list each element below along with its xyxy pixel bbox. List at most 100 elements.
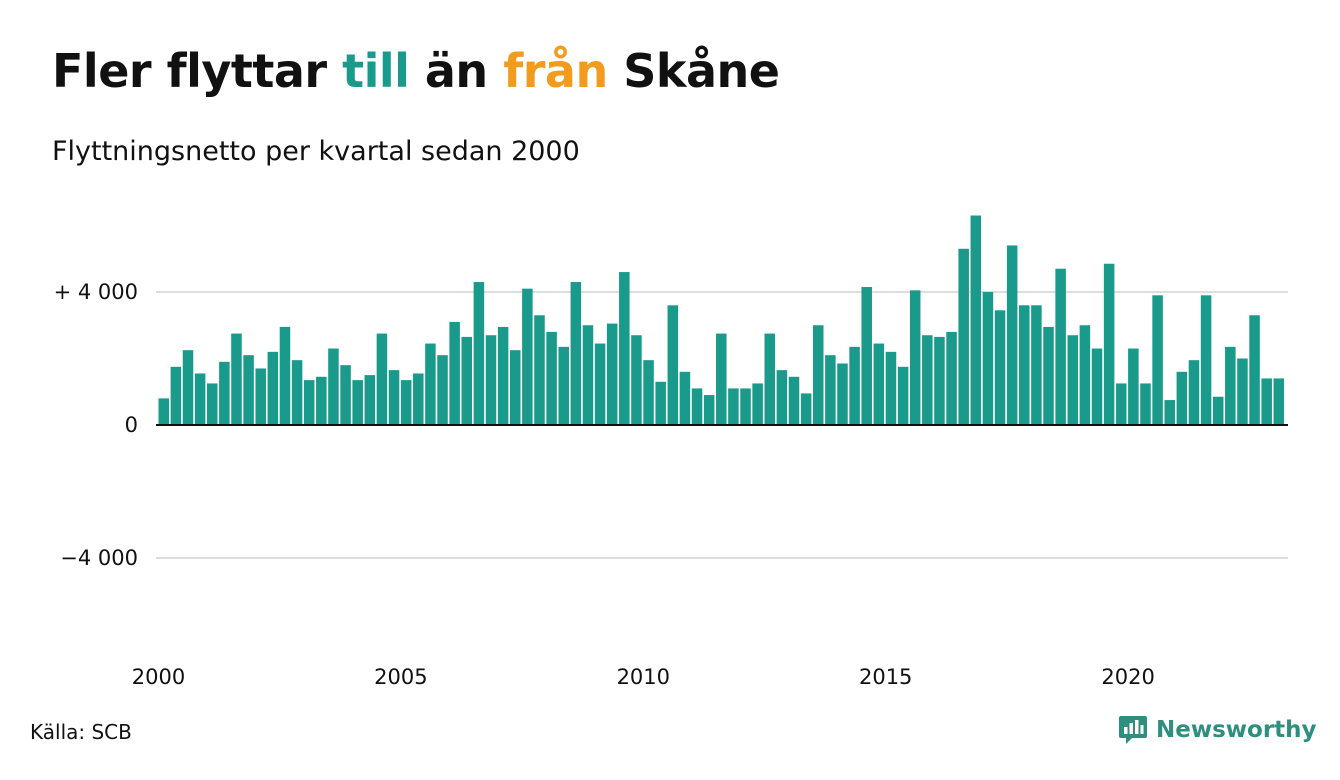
chart-title: Fler flyttar till än från Skåne [52, 44, 780, 98]
bar [546, 331, 557, 425]
y-tick-label: 0 [125, 413, 138, 437]
newsworthy-logo-icon [1119, 716, 1147, 744]
grid-layer [156, 291, 1288, 559]
bar [861, 287, 872, 425]
bar [679, 371, 691, 425]
title-fran: från [503, 44, 608, 98]
bar [279, 326, 291, 425]
bar [388, 370, 400, 425]
title-part-3: än [409, 44, 504, 98]
bar [1006, 245, 1018, 425]
bar [1212, 396, 1224, 425]
bar [740, 388, 751, 426]
x-tick-label: 2020 [1101, 665, 1154, 689]
bar [522, 288, 533, 425]
bar [606, 323, 618, 425]
y-tick-label: −4 000 [60, 546, 138, 570]
bar [909, 290, 921, 425]
bar [1128, 348, 1139, 425]
bar [716, 333, 727, 425]
bar [534, 315, 545, 425]
bar [497, 326, 509, 425]
bar [1273, 378, 1285, 425]
bar [728, 388, 739, 426]
bar [703, 395, 715, 425]
bar [231, 333, 242, 425]
bar [582, 325, 594, 425]
brand: Newsworthy [1118, 714, 1317, 746]
bar [291, 360, 303, 425]
bar [788, 376, 800, 425]
bar [1164, 400, 1175, 425]
bar [982, 292, 994, 425]
bar [849, 346, 860, 425]
chart-subtitle: Flyttningsnetto per kvartal sedan 2000 [52, 136, 580, 167]
bar [485, 335, 497, 426]
title-part-1: Fler flyttar [52, 44, 343, 98]
bar [413, 373, 424, 425]
bar [449, 321, 460, 426]
bar [594, 343, 606, 425]
bar [873, 343, 885, 425]
x-tick-label: 2010 [617, 665, 670, 689]
bar [340, 365, 351, 425]
bar [255, 368, 266, 426]
bar [619, 272, 630, 425]
bar [1176, 371, 1188, 425]
brand-name: Newsworthy [1156, 717, 1317, 743]
bar [1079, 325, 1091, 425]
x-tick-label: 2015 [859, 665, 912, 689]
bar [897, 366, 909, 425]
bar [776, 370, 788, 425]
bar [667, 305, 679, 425]
bar [376, 333, 388, 425]
title-part-5: Skåne [607, 44, 780, 98]
bar [825, 355, 836, 426]
x-tick-label: 2005 [374, 665, 427, 689]
bar [958, 248, 969, 425]
bar [170, 366, 182, 425]
bar [691, 388, 703, 426]
bar [800, 393, 812, 425]
axis-layer: + 4 000 0 −4 000 2000 2005 2010 2015 2020 [54, 280, 1288, 689]
bar [1019, 305, 1030, 425]
bar [558, 346, 569, 425]
bar [1261, 378, 1272, 425]
bar [1031, 305, 1042, 425]
bar [655, 381, 666, 425]
bar-chart: + 4 000 0 −4 000 2000 2005 2010 2015 2020 [54, 215, 1288, 689]
bar [219, 361, 230, 425]
bar [885, 351, 897, 425]
bar [1200, 295, 1212, 425]
bar [158, 398, 170, 425]
bar [1043, 326, 1054, 425]
source-note: Källa: SCB [30, 720, 132, 744]
bar [970, 215, 982, 425]
bar [837, 363, 848, 425]
bar [194, 373, 206, 425]
bar [1055, 268, 1066, 426]
bar [764, 333, 776, 425]
bar [473, 282, 485, 425]
bar [934, 336, 945, 425]
bar [1115, 383, 1127, 425]
bar [1067, 335, 1079, 426]
bar [1225, 346, 1236, 425]
bar [267, 351, 279, 425]
bar [364, 375, 376, 426]
bar [1237, 358, 1248, 425]
bar [425, 343, 436, 425]
title-till: till [342, 44, 410, 98]
bar [303, 380, 315, 425]
bar [1152, 295, 1163, 425]
bar [1140, 383, 1151, 425]
bar [946, 331, 957, 425]
bar [752, 383, 763, 425]
bar [994, 310, 1006, 425]
bar [243, 355, 254, 426]
bar [461, 336, 473, 425]
bar [1188, 360, 1200, 425]
bar [316, 376, 327, 425]
bar [328, 348, 339, 425]
x-tick-label: 2000 [132, 665, 185, 689]
